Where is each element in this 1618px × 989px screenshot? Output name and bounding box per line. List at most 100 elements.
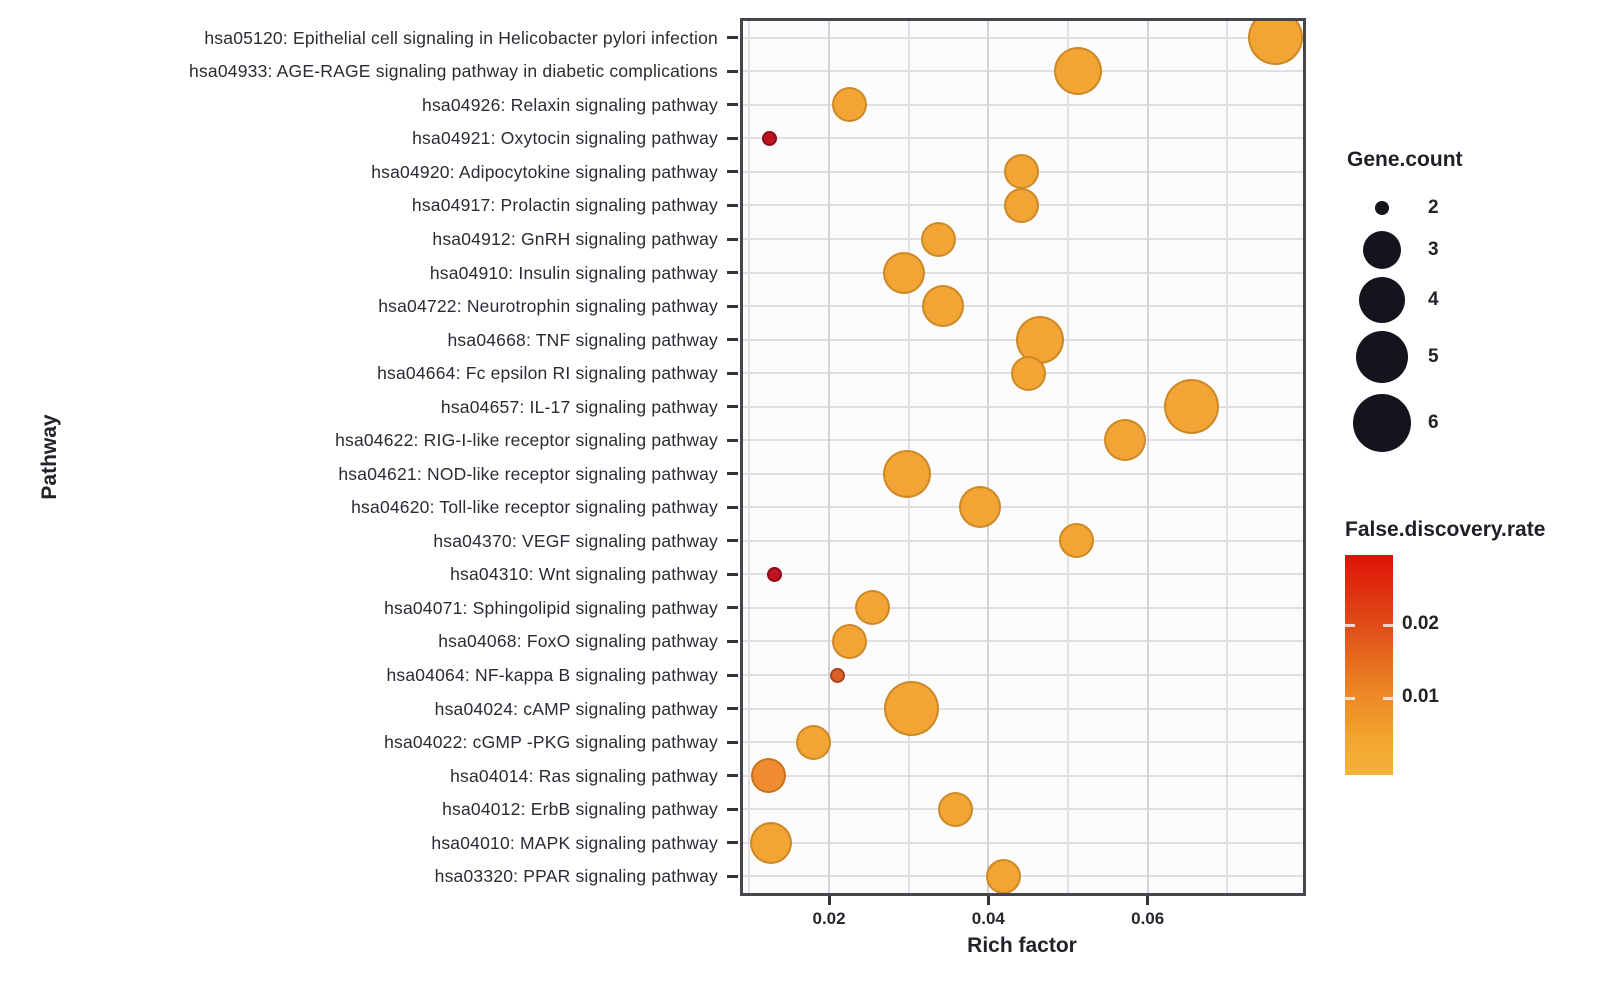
fdr-legend: False.discovery.rate 0.02 0.01 xyxy=(1340,508,1610,808)
horizontal-gridline xyxy=(743,539,1303,542)
x-axis-tick xyxy=(1146,896,1150,905)
data-bubble xyxy=(938,791,974,827)
pathway-label: hsa04917: Prolactin signaling pathway xyxy=(411,195,718,216)
y-axis-tick xyxy=(727,874,738,878)
data-bubble xyxy=(959,486,1002,529)
horizontal-gridline xyxy=(743,137,1303,140)
gene-count-legend-dot xyxy=(1363,231,1401,269)
x-axis-tick-label: 0.02 xyxy=(812,909,846,928)
y-axis-tick xyxy=(727,438,738,442)
y-axis-tick xyxy=(727,841,738,845)
data-bubble xyxy=(1004,187,1040,223)
gene-count-legend-dot xyxy=(1356,331,1408,383)
pathway-label: hsa04012: ErbB signaling pathway xyxy=(442,799,718,820)
fdr-tick-label: 0.02 xyxy=(1402,613,1439,634)
y-axis-tick xyxy=(727,237,738,241)
data-bubble xyxy=(1059,523,1095,559)
major-vertical-gridline xyxy=(828,21,831,893)
data-bubble xyxy=(884,681,940,737)
y-axis-tick xyxy=(727,170,738,174)
data-bubble xyxy=(855,590,891,626)
pathway-label: hsa04910: Insulin signaling pathway xyxy=(429,262,718,283)
data-bubble xyxy=(749,821,792,864)
data-bubble xyxy=(1103,419,1146,462)
fdr-colorbar-tick xyxy=(1383,697,1393,700)
y-axis-tick xyxy=(727,472,738,476)
data-bubble xyxy=(750,758,786,794)
pathway-label: hsa04622: RIG-I-like receptor signaling … xyxy=(335,430,718,451)
data-bubble xyxy=(1247,21,1303,66)
y-axis-tick xyxy=(727,338,738,342)
fdr-tick-label: 0.01 xyxy=(1402,686,1439,707)
pathway-label: hsa04620: Toll-like receptor signaling p… xyxy=(351,497,718,518)
data-bubble xyxy=(1004,154,1040,190)
horizontal-gridline xyxy=(743,841,1303,844)
data-bubble xyxy=(1053,47,1102,96)
pathway-label: hsa04310: Wnt signaling pathway xyxy=(450,564,718,585)
pathway-label: hsa04071: Sphingolipid signaling pathway xyxy=(384,597,718,618)
gene-count-legend-value: 2 xyxy=(1428,197,1439,218)
pathway-label: hsa04668: TNF signaling pathway xyxy=(447,329,718,350)
data-bubble xyxy=(767,566,783,582)
y-axis-tick xyxy=(727,371,738,375)
data-bubble xyxy=(921,221,957,257)
gene-count-legend-value: 6 xyxy=(1428,412,1439,433)
pathway-label: hsa04064: NF-kappa B signaling pathway xyxy=(386,665,718,685)
fdr-legend-title: False.discovery.rate xyxy=(1345,518,1546,541)
minor-vertical-gridline xyxy=(1226,21,1229,893)
data-bubble xyxy=(832,87,868,123)
gene-count-legend-title: Gene.count xyxy=(1347,148,1463,171)
pathway-label: hsa05120: Epithelial cell signaling in H… xyxy=(204,27,718,48)
pathway-label: hsa04024: cAMP signaling pathway xyxy=(434,698,718,719)
gene-count-legend-dot xyxy=(1353,394,1411,452)
y-axis-tick xyxy=(727,203,738,207)
horizontal-gridline xyxy=(743,640,1303,643)
y-axis-tick xyxy=(727,774,738,778)
horizontal-gridline xyxy=(743,774,1303,777)
pathway-label: hsa04921: Oxytocin signaling pathway xyxy=(412,128,718,149)
data-bubble xyxy=(1010,355,1046,391)
horizontal-gridline xyxy=(743,103,1303,106)
horizontal-gridline xyxy=(743,405,1303,408)
x-axis-title: Rich factor xyxy=(967,934,1077,957)
horizontal-gridline xyxy=(743,70,1303,73)
gene-count-legend-value: 4 xyxy=(1428,289,1439,310)
y-axis-tick xyxy=(727,69,738,73)
y-axis-tick xyxy=(727,740,738,744)
pathway-label: hsa03320: PPAR signaling pathway xyxy=(434,866,718,887)
fdr-colorbar xyxy=(1345,555,1393,775)
y-axis-tick xyxy=(727,271,738,275)
pathway-label: hsa04370: VEGF signaling pathway xyxy=(433,530,718,551)
horizontal-gridline xyxy=(743,573,1303,576)
horizontal-gridline xyxy=(743,439,1303,442)
x-axis-tick-label: 0.06 xyxy=(1131,909,1165,928)
horizontal-gridline xyxy=(743,36,1303,39)
gene-count-legend-dot xyxy=(1359,277,1405,323)
y-axis-tick xyxy=(727,807,738,811)
horizontal-gridline xyxy=(743,741,1303,744)
pathway-label: hsa04912: GnRH signaling pathway xyxy=(432,229,718,249)
pathway-label: hsa04621: NOD-like receptor signaling pa… xyxy=(338,463,718,484)
minor-vertical-gridline xyxy=(748,21,751,893)
pathway-label: hsa04664: Fc epsilon RI signaling pathwa… xyxy=(377,363,718,384)
y-axis-tick xyxy=(727,505,738,509)
horizontal-gridline xyxy=(743,674,1303,676)
y-axis-tick xyxy=(727,103,738,107)
pathway-label: hsa04933: AGE-RAGE signaling pathway in … xyxy=(189,61,718,82)
fdr-colorbar-tick xyxy=(1345,624,1355,627)
data-bubble xyxy=(796,724,832,760)
horizontal-gridline xyxy=(743,875,1303,878)
data-bubble xyxy=(830,667,846,683)
horizontal-gridline xyxy=(743,808,1303,811)
data-bubble xyxy=(985,858,1021,893)
data-bubble xyxy=(832,623,868,659)
horizontal-gridline xyxy=(743,305,1303,308)
pathway-label: hsa04010: MAPK signaling pathway xyxy=(431,832,718,853)
major-vertical-gridline xyxy=(1146,21,1149,893)
y-axis-tick xyxy=(727,304,738,308)
fdr-colorbar-tick xyxy=(1383,624,1393,627)
major-vertical-gridline xyxy=(987,21,990,893)
x-axis-tick xyxy=(986,896,990,905)
data-bubble xyxy=(761,130,777,146)
